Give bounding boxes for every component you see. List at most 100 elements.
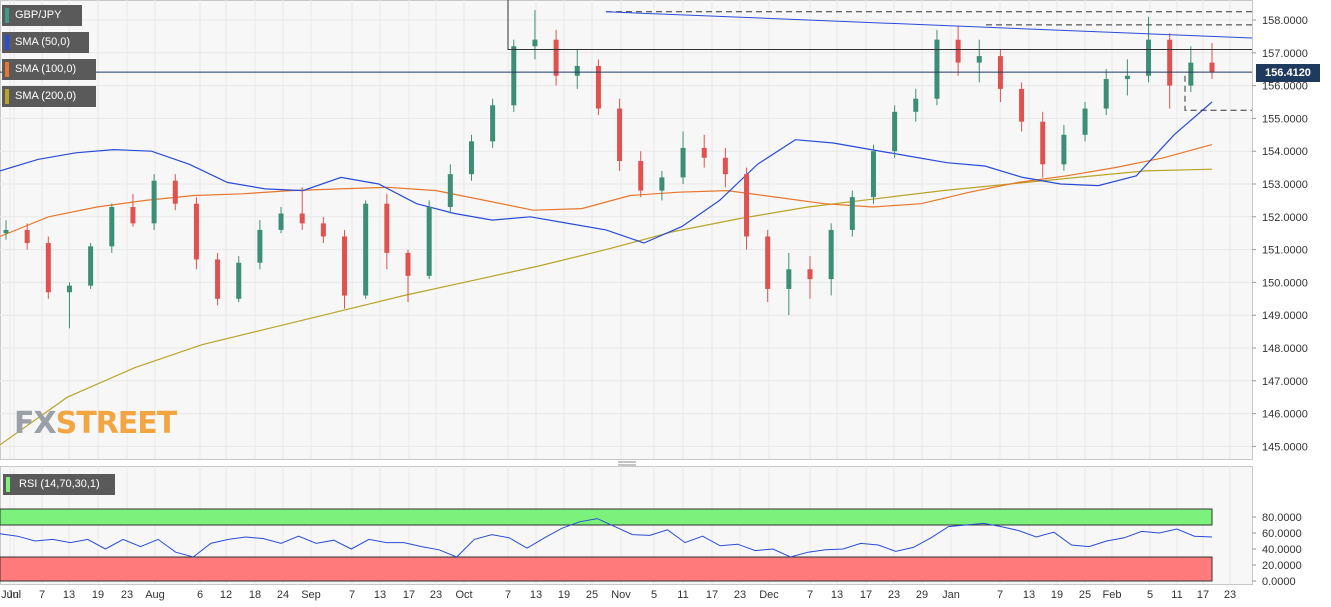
bearish-candle bbox=[1209, 62, 1215, 73]
price-tick-label: 156.0000 bbox=[1262, 81, 1308, 93]
date-tick-label: 6 bbox=[197, 589, 203, 601]
date-tick-label: Dec bbox=[759, 589, 779, 601]
date-tick-label: 17 bbox=[706, 589, 718, 601]
legend-sma-50[interactable]: SMA (50,0) bbox=[2, 32, 89, 53]
bullish-candle bbox=[680, 147, 686, 178]
date-tick-label: 13 bbox=[374, 589, 386, 601]
date-tick-label: 29 bbox=[916, 589, 928, 601]
bearish-candle bbox=[1167, 39, 1173, 86]
date-tick-label: 23 bbox=[121, 589, 133, 601]
bullish-candle bbox=[3, 229, 9, 234]
bullish-candle bbox=[532, 39, 538, 47]
price-tick-label: 145.0000 bbox=[1262, 441, 1308, 453]
date-tick-label: Aug bbox=[145, 589, 165, 601]
bearish-candle bbox=[24, 229, 30, 244]
date-tick-label: Oct bbox=[455, 589, 472, 601]
bullish-candle bbox=[1061, 134, 1067, 165]
bullish-candle bbox=[1082, 108, 1088, 135]
price-tick-label: 147.0000 bbox=[1262, 376, 1308, 388]
price-tick-label: 155.0000 bbox=[1262, 113, 1308, 125]
bearish-candle bbox=[701, 147, 707, 158]
legend-swatch-icon bbox=[5, 62, 9, 77]
watermark-part-2: STREET bbox=[55, 406, 178, 441]
bullish-candle bbox=[786, 269, 792, 289]
bearish-candle bbox=[722, 157, 728, 175]
date-tick-label: Sep bbox=[301, 589, 321, 601]
legend-gbpjpy[interactable]: GBP/JPY bbox=[2, 5, 82, 26]
date-tick-label: Jul bbox=[7, 589, 21, 601]
bullish-candle bbox=[574, 65, 580, 76]
bullish-candle bbox=[151, 180, 157, 224]
rsi-overbought-band bbox=[0, 508, 1213, 526]
bearish-candle bbox=[807, 269, 813, 280]
date-tick-label: 13 bbox=[63, 589, 75, 601]
price-axis: 145.0000 146.0000 147.0000 148.0000 149.0000… bbox=[1252, 15, 1308, 453]
bullish-candle bbox=[511, 46, 517, 106]
bullish-candle bbox=[66, 285, 72, 293]
date-tick-label: Jan bbox=[942, 589, 960, 601]
date-tick-label: 23 bbox=[734, 589, 746, 601]
date-tick-label: Jun bbox=[1, 589, 19, 601]
bearish-candle bbox=[765, 236, 771, 289]
date-tick-label: 24 bbox=[277, 589, 289, 601]
bearish-candle bbox=[193, 203, 199, 260]
rsi-tick-label: 80.0000 bbox=[1262, 512, 1302, 524]
bearish-candle bbox=[215, 259, 221, 299]
legend-sma-200[interactable]: SMA (200,0) bbox=[2, 86, 96, 107]
bullish-candle bbox=[828, 229, 834, 280]
date-tick-label: 7 bbox=[349, 589, 355, 601]
bullish-candle bbox=[1124, 75, 1130, 80]
bullish-candle bbox=[109, 206, 115, 247]
legend-rsi[interactable]: RSI (14,70,30,1) bbox=[3, 474, 115, 495]
price-tick-label: 153.0000 bbox=[1262, 179, 1308, 191]
legend-sma-100[interactable]: SMA (100,0) bbox=[2, 59, 96, 80]
dashed-support-line bbox=[1184, 75, 1252, 111]
date-tick-label: 23 bbox=[1224, 589, 1236, 601]
date-tick-label: 19 bbox=[92, 589, 104, 601]
price-tick-label: 152.0000 bbox=[1262, 212, 1308, 224]
date-tick-label: Feb bbox=[1103, 589, 1122, 601]
bearish-candle bbox=[955, 39, 961, 63]
candlestick-series bbox=[3, 10, 1215, 329]
date-tick-label: 19 bbox=[1051, 589, 1063, 601]
price-tick-label: 158.0000 bbox=[1262, 15, 1308, 27]
legend-label: GBP/JPY bbox=[15, 9, 62, 21]
bearish-candle bbox=[1040, 121, 1046, 165]
bullish-candle bbox=[892, 111, 898, 152]
price-tick-label: 151.0000 bbox=[1262, 245, 1308, 257]
legend-label: SMA (200,0) bbox=[15, 90, 77, 102]
date-tick-label: 19 bbox=[558, 589, 570, 601]
date-tick-label: 25 bbox=[1079, 589, 1091, 601]
rsi-line bbox=[0, 518, 1213, 558]
date-tick-label: 23 bbox=[888, 589, 900, 601]
date-tick-label: 7 bbox=[997, 589, 1003, 601]
bearish-candle bbox=[553, 39, 559, 76]
date-tick-label: 11 bbox=[677, 589, 688, 601]
bearish-candle bbox=[617, 108, 623, 162]
legend-swatch-icon bbox=[5, 35, 9, 50]
rsi-tick-label: 60.0000 bbox=[1262, 528, 1302, 540]
bearish-candle bbox=[45, 243, 51, 293]
legend-swatch-icon bbox=[5, 89, 9, 104]
rsi-oversold-band bbox=[0, 556, 1213, 582]
bearish-candle bbox=[384, 203, 390, 253]
descending-trendline bbox=[605, 11, 1253, 39]
date-tick-label: 7 bbox=[505, 589, 511, 601]
rsi-tick-label: 0.0000 bbox=[1262, 576, 1296, 588]
sma-100-line bbox=[0, 144, 1213, 238]
price-tick-label: 148.0000 bbox=[1262, 343, 1308, 355]
bullish-candle bbox=[1188, 62, 1194, 86]
date-tick-label: 17 bbox=[860, 589, 872, 601]
date-tick-label: Nov bbox=[611, 589, 631, 601]
bullish-candle bbox=[659, 177, 665, 191]
rsi-label: RSI (14,70,30,1) bbox=[19, 478, 100, 490]
bullish-candle bbox=[426, 206, 432, 276]
grid-lines bbox=[0, 0, 1253, 585]
bullish-candle bbox=[490, 105, 496, 142]
bearish-candle bbox=[130, 206, 136, 224]
bullish-candle bbox=[88, 246, 94, 286]
legend-swatch-icon bbox=[6, 477, 10, 492]
date-tick-label: 17 bbox=[1197, 589, 1209, 601]
date-tick-label: 13 bbox=[831, 589, 843, 601]
price-tick-label: 146.0000 bbox=[1262, 409, 1308, 421]
